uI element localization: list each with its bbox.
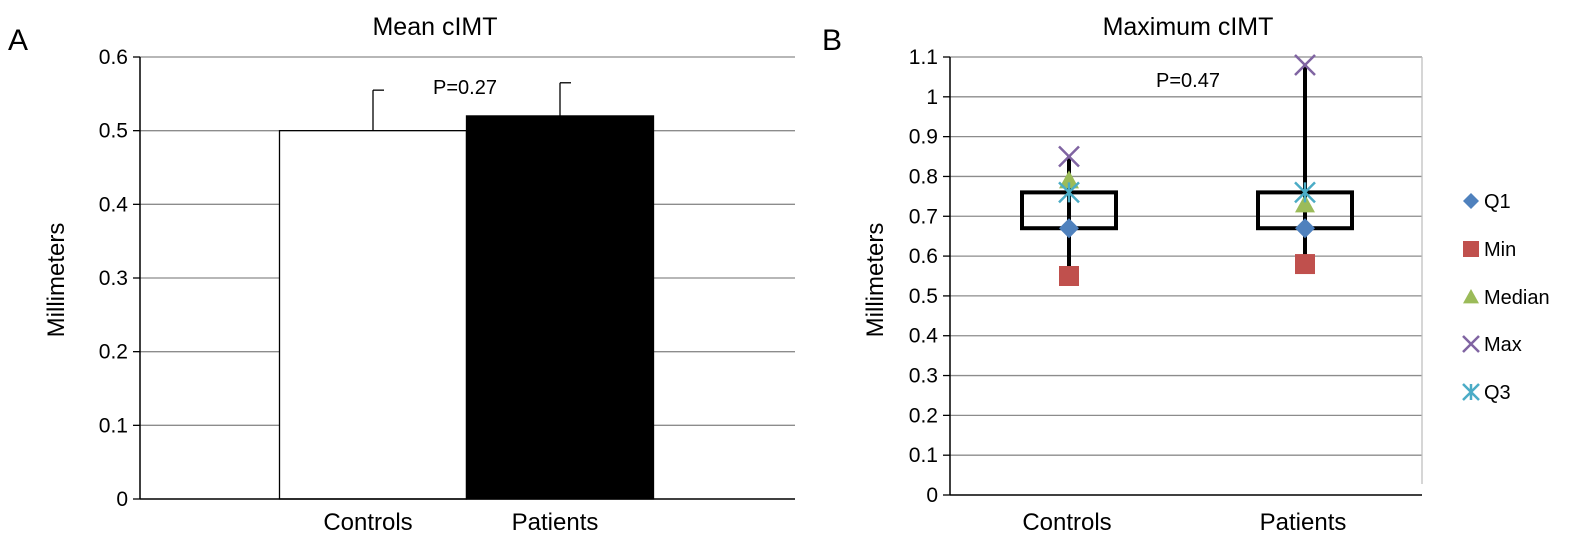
marker-max-controls xyxy=(1058,145,1080,168)
chart-a-category-labels: Controls Patients xyxy=(323,509,598,536)
marker-min-controls xyxy=(1059,266,1079,286)
marker-q1-controls xyxy=(1059,218,1079,239)
category-label: Controls xyxy=(323,509,412,536)
y-tick-label: 0.6 xyxy=(909,245,938,268)
marker-q3-controls xyxy=(1058,181,1080,204)
y-tick-label: 0.5 xyxy=(99,120,128,143)
legend-item-median: Median xyxy=(1463,287,1550,309)
chart-a-error-bars xyxy=(372,82,571,131)
y-tick-label: 0.2 xyxy=(909,404,938,427)
legend-marker-q3 xyxy=(1462,383,1480,401)
marker-max-patients xyxy=(1294,54,1316,76)
y-tick-label: 0.2 xyxy=(99,341,128,364)
panel-a-label: A xyxy=(8,24,28,57)
legend-label: Max xyxy=(1484,334,1522,356)
legend-item-q3: Q3 xyxy=(1462,382,1511,404)
marker-min-patients xyxy=(1295,254,1315,275)
legend-marker-min xyxy=(1463,241,1479,257)
chart-a-bars xyxy=(278,115,655,500)
y-tick-label: 0.3 xyxy=(99,267,128,290)
chart-a-p-value: P=0.27 xyxy=(433,77,497,99)
chart-b-ylabel: Millimeters xyxy=(862,223,889,338)
marker-median-patients xyxy=(1295,194,1315,213)
y-tick-label: 0.4 xyxy=(99,193,129,216)
bar-patients xyxy=(465,115,655,500)
chart-b-gridlines xyxy=(950,56,1422,456)
chart-b-p-value: P=0.47 xyxy=(1156,70,1220,92)
legend-label: Min xyxy=(1484,239,1516,261)
bar-controls xyxy=(278,130,468,500)
legend-label: Q3 xyxy=(1484,382,1511,404)
y-tick-label: 0.8 xyxy=(909,165,938,188)
y-tick-label: 0.1 xyxy=(909,444,938,467)
legend-marker-max xyxy=(1462,335,1480,353)
legend-item-max: Max xyxy=(1462,334,1522,356)
y-tick-label: 0.9 xyxy=(909,126,938,149)
chart-a-yticks: 0 0.1 0.2 0.3 0.4 0.5 0.6 xyxy=(99,46,140,511)
y-tick-label: 0.4 xyxy=(909,325,939,348)
category-label: Patients xyxy=(1260,509,1347,536)
y-tick-label: 0.6 xyxy=(99,46,128,69)
legend-item-q1: Q1 xyxy=(1463,191,1511,213)
legend-label: Median xyxy=(1484,287,1550,309)
y-tick-label: 0 xyxy=(116,488,128,511)
y-tick-label: 0.5 xyxy=(909,285,938,308)
legend-label: Q1 xyxy=(1484,191,1511,213)
chart-b-yticks: 0 0.1 0.2 0.3 0.4 0.5 0.6 0.7 0.8 0.9 1 1.1 xyxy=(909,46,950,507)
y-tick-label: 1 xyxy=(926,86,938,109)
marker-q1-patients xyxy=(1295,218,1315,239)
chart-b-legend: Q1 Min Median Max Q3 xyxy=(1462,191,1550,404)
y-tick-label: 1.1 xyxy=(909,46,938,69)
panel-b-label: B xyxy=(822,24,842,57)
chart-b-title: Maximum cIMT xyxy=(1103,13,1274,41)
chart-b-markers xyxy=(1058,54,1316,286)
category-label: Patients xyxy=(512,509,599,536)
marker-median-controls xyxy=(1059,170,1079,189)
chart-a-title: Mean cIMT xyxy=(372,13,497,41)
chart-b-category-labels: Controls Patients xyxy=(1022,509,1346,536)
legend-marker-median xyxy=(1463,289,1479,304)
chart-a-ylabel: Millimeters xyxy=(43,223,70,338)
y-tick-label: 0.1 xyxy=(99,414,128,437)
y-tick-label: 0.7 xyxy=(909,205,938,228)
legend-item-min: Min xyxy=(1463,239,1516,261)
category-label: Controls xyxy=(1022,509,1111,536)
y-tick-label: 0.3 xyxy=(909,365,938,388)
marker-q3-patients xyxy=(1294,181,1316,204)
y-tick-label: 0 xyxy=(926,484,938,507)
legend-marker-q1 xyxy=(1463,193,1479,209)
